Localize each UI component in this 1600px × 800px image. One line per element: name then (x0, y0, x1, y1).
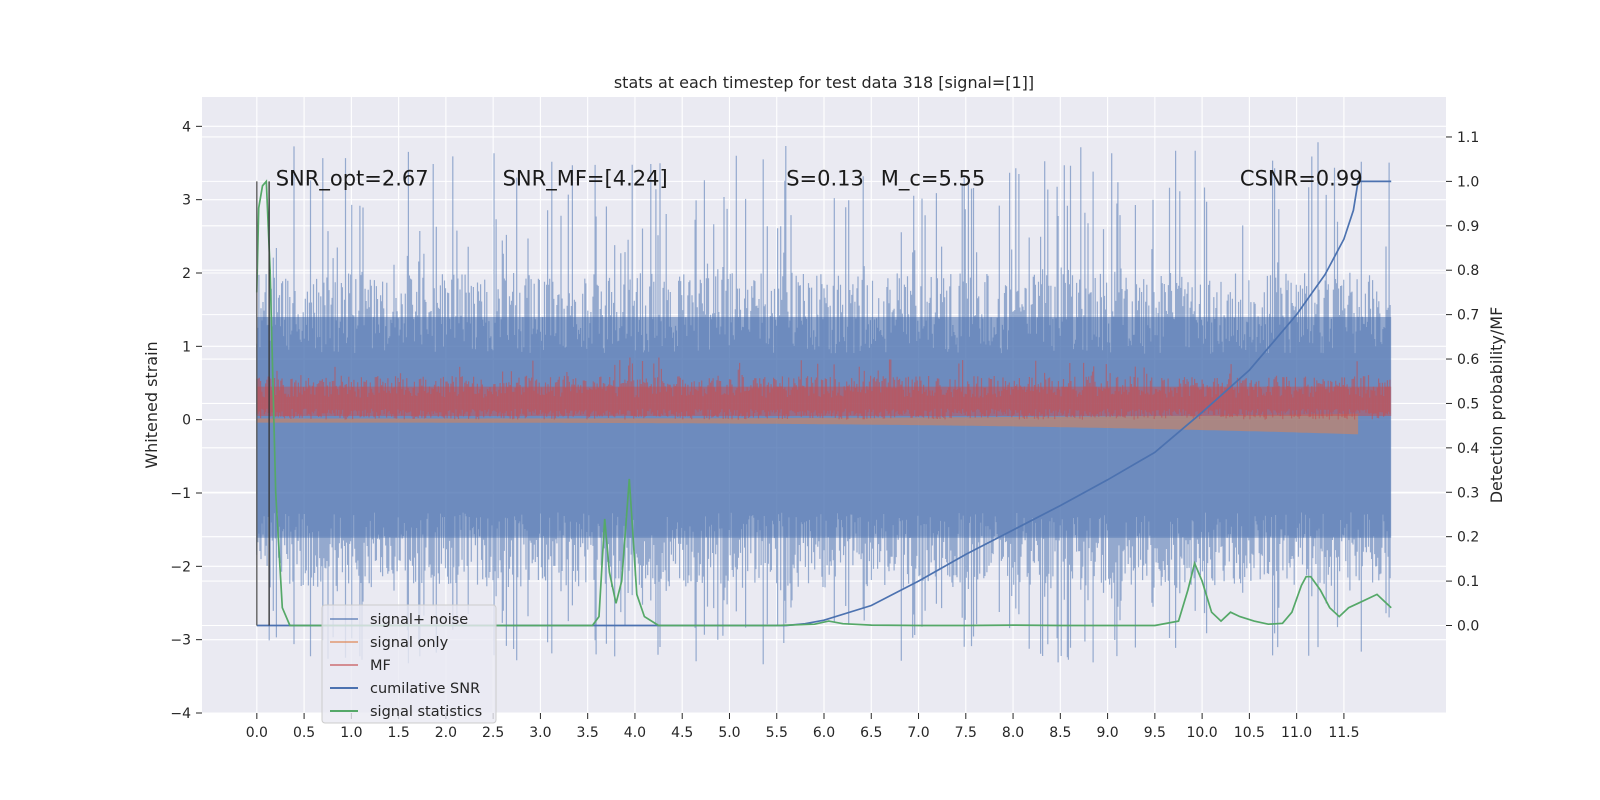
x-tick-label: 0.5 (293, 725, 315, 741)
x-tick-label: 2.5 (482, 725, 504, 741)
x-tick-label: 1.5 (387, 725, 409, 741)
y-tick-label-right: 0.9 (1457, 219, 1479, 235)
y-tick-label-right: 0.1 (1457, 574, 1479, 590)
annotation: S=0.13 (786, 167, 864, 191)
y-tick-label-right: 0.6 (1457, 352, 1479, 368)
y-tick-label-left: 4 (182, 119, 191, 135)
legend-box (321, 604, 497, 724)
series-layer (255, 142, 1392, 665)
x-tick-label: 9.5 (1144, 725, 1166, 741)
legend: signal+ noise signal only MF cumilative SNR… (321, 604, 497, 724)
y-axis-label-left: Whitened strain (142, 341, 161, 468)
y-tick-label-right: 0.2 (1457, 530, 1479, 546)
y-tick-label-left: 3 (182, 193, 191, 209)
y-axis-label-right: Detection probability/MF (1487, 307, 1506, 504)
annotation: SNR_MF=[4.24] (503, 167, 668, 192)
y-tick-label-right: 1.0 (1457, 174, 1479, 190)
x-tick-label: 8.0 (1002, 725, 1024, 741)
y-tick-label-right: 1.1 (1457, 130, 1479, 146)
x-tick-label: 6.5 (860, 725, 882, 741)
y-tick-label-left: 2 (182, 266, 191, 282)
x-tick-label: 8.5 (1049, 725, 1071, 741)
x-tick-label: 3.5 (577, 725, 599, 741)
annotation: M_c=5.55 (881, 167, 986, 192)
x-tick-label: 11.0 (1281, 725, 1312, 741)
x-tick-label: 11.5 (1328, 725, 1359, 741)
y-tick-label-right: 0.3 (1457, 485, 1479, 501)
chart-title: stats at each timestep for test data 318… (614, 73, 1034, 92)
x-tick-label: 6.0 (813, 725, 835, 741)
x-tick-label: 4.0 (624, 725, 646, 741)
legend-label: cumilative SNR (370, 681, 480, 697)
x-tick-label: 0.0 (246, 725, 268, 741)
y-tick-label-left: −4 (170, 706, 191, 722)
x-tick-label: 1.0 (340, 725, 362, 741)
legend-label: MF (370, 658, 391, 674)
x-tick-label: 5.0 (718, 725, 740, 741)
y-tick-label-right: 0.7 (1457, 308, 1479, 324)
x-tick-label: 2.0 (435, 725, 457, 741)
y-tick-label-right: 0.5 (1457, 396, 1479, 412)
x-tick-label: 3.0 (529, 725, 551, 741)
y-tick-label-right: 0.8 (1457, 263, 1479, 279)
x-tick-label: 5.5 (766, 725, 788, 741)
annotation: SNR_opt=2.67 (276, 167, 429, 192)
x-tick-label: 10.0 (1187, 725, 1218, 741)
legend-label: signal+ noise (370, 612, 468, 628)
x-tick-label: 7.0 (907, 725, 929, 741)
y-tick-label-left: 0 (182, 413, 191, 429)
y-tick-label-left: −1 (170, 486, 191, 502)
y-tick-label-right: 0.4 (1457, 441, 1479, 457)
x-tick-label: 10.5 (1234, 725, 1265, 741)
y-tick-label-left: −3 (170, 633, 191, 649)
annotations: SNR_opt=2.67 SNR_MF=[4.24] S=0.13 M_c=5.55 C… (276, 167, 1363, 192)
y-tick-label-right: 0.0 (1457, 619, 1479, 635)
series-mf (256, 357, 1392, 420)
legend-label: signal statistics (370, 704, 482, 720)
y-tick-label-left: −2 (170, 559, 191, 575)
x-tick-label: 7.5 (955, 725, 977, 741)
y-tick-label-left: 1 (182, 339, 191, 355)
axes-layer: 0.0 0.5 1.0 1.5 2.0 2.5 3.0 3.5 4.0 4.5 5.0 5.5 6.0 6… (170, 119, 1479, 741)
x-tick-label: 9.0 (1096, 725, 1118, 741)
x-tick-label: 4.5 (671, 725, 693, 741)
legend-label: signal only (370, 635, 449, 651)
series-cumilative-snr (256, 180, 1392, 627)
annotation: CSNR=0.99 (1240, 167, 1363, 191)
